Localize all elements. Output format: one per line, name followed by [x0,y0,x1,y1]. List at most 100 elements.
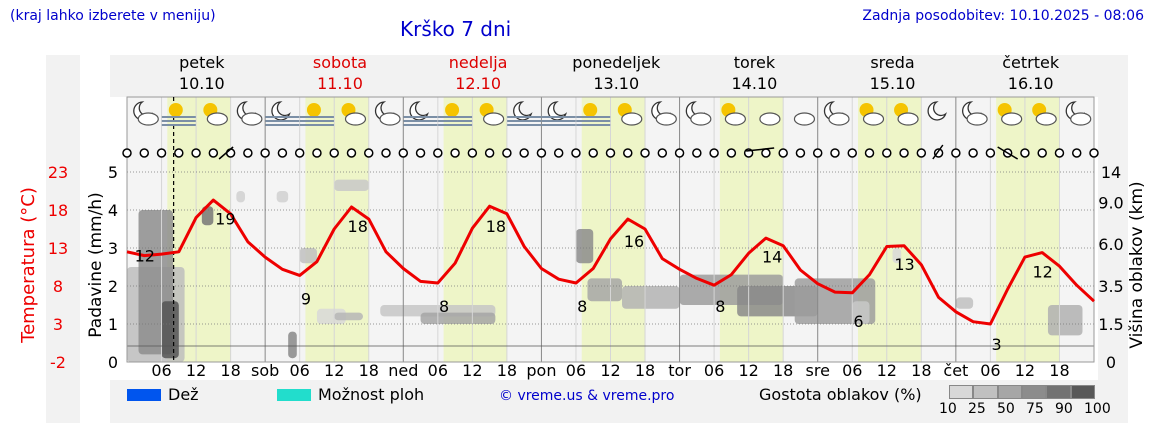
wind-calm-icon [1020,148,1030,158]
cloud-icon [690,112,712,126]
day-name-label: sreda [870,53,914,72]
wind-calm-icon [433,148,443,158]
day-date-label: 16.10 [1008,74,1054,93]
rain-legend-label: Dež [168,385,199,404]
cloud-scale-label: 75 [1026,401,1044,417]
temperature-value-label: 18 [348,217,368,236]
cloud-scale-swatch [1021,385,1047,399]
temp-tick-label: 23 [48,163,68,182]
cloud-icon [966,112,988,126]
rain-tick-label: 0 [108,353,118,372]
cloud-density-scale-labels: 10 25 50 75 90 100 [939,401,1111,419]
wind-calm-icon [294,148,305,158]
cloud-icon [1035,112,1057,126]
wind-calm-icon [1054,148,1065,158]
cloud-icon [897,112,919,126]
temp-tick-label: -2 [50,353,66,372]
temperature-value-label: 19 [215,209,235,228]
wind-calm-icon [778,148,788,158]
wind-calm-icon [571,148,581,158]
wind-calm-icon [346,148,357,158]
day-date-label: 14.10 [731,74,777,93]
wind-calm-icon [450,148,460,158]
day-date-label: 12.10 [455,74,501,93]
wind-calm-icon [692,148,702,158]
rain-tick-label: 4 [108,201,118,220]
page-title: Krško 7 dni [400,17,512,41]
day-name-label: torek [734,53,776,72]
hour-tick-label: 18 [773,361,793,380]
day-abbrev-label: ned [388,361,418,380]
menu-hint[interactable]: (kraj lahko izberete v meniju) [10,8,216,24]
wind-calm-icon [502,148,512,158]
cloud-height-tick-label: 6.0 [1098,235,1123,254]
wind-calm-icon [191,148,201,158]
cloud-density-patch [276,191,289,203]
temperature-value-label: 8 [577,297,587,316]
wind-calm-icon [795,148,806,158]
cloud-icon [241,112,263,126]
wind-calm-icon [812,148,823,158]
cloud-icon [793,112,816,126]
wind-barb-icon [997,146,1019,160]
wind-calm-icon [709,148,719,158]
rain-tick-label: 2 [108,277,118,296]
wind-calm-icon [312,148,322,158]
cloud-density-patch [161,301,179,359]
cloud-scale-swatch [949,385,974,399]
hour-tick-label: 12 [462,361,482,380]
credit-link[interactable]: © vreme.us & vreme.pro [499,388,675,404]
wind-calm-icon [208,148,219,158]
cloud-density-patch [622,286,680,309]
wind-calm-icon [882,148,892,158]
day-name-label: četrtek [1002,53,1060,72]
hour-tick-label: 12 [186,361,206,380]
cloud-density-label: Gostota oblakov (%) [759,385,922,404]
cloud-icon [137,112,159,126]
cloud-icon [1001,112,1023,126]
cloud-density-scale [949,385,1095,399]
wind-calm-icon [830,148,840,158]
cloud-density-patch [587,278,623,302]
day-abbrev-label: sre [806,361,830,380]
wind-calm-icon [415,148,426,158]
temp-axis-title: Temperatura (°C) [18,187,39,344]
hour-tick-label: 18 [220,361,240,380]
temp-tick-label: 3 [53,315,63,334]
wind-calm-icon [398,148,409,158]
cloud-icon [1070,112,1092,126]
cloud-density-patch [1047,305,1083,336]
cloud-icon [206,112,228,126]
storm-legend-label: Možnost ploh [318,385,425,404]
temperature-line [126,198,1096,326]
hour-tick-label: 06 [566,361,586,380]
hour-tick-label: 18 [497,361,517,380]
cloud-density-patch [236,191,245,203]
day-abbrev-label: tor [668,361,691,380]
cloud-scale-swatch [997,385,1022,399]
rain-tick-label: 1 [108,315,118,334]
wind-calm-icon [519,148,529,158]
temperature-value-label: 12 [135,247,155,266]
wind-calm-icon [985,148,996,158]
cloud-icon [621,112,643,126]
hour-tick-label: 18 [1049,361,1069,380]
cloud-scale-label: 25 [968,401,986,417]
day-abbrev-label: sob [251,361,279,380]
plot-frame [126,96,1095,363]
wind-calm-icon [1071,148,1082,158]
day-name-label: nedelja [449,53,508,72]
storm-swatch [277,389,311,401]
temperature-value-label: 16 [624,232,644,251]
wind-calm-icon [536,148,547,158]
day-abbrev-label: pon [526,361,556,380]
wind-calm-icon [381,148,391,158]
wind-calm-icon [726,148,737,158]
sun-icon [445,103,460,117]
cloud-scale-label: 100 [1084,401,1111,417]
cloud-density-patch [334,312,363,321]
wind-calm-icon [640,148,650,158]
hour-tick-label: 18 [911,361,931,380]
temperature-value-label: 8 [715,297,725,316]
